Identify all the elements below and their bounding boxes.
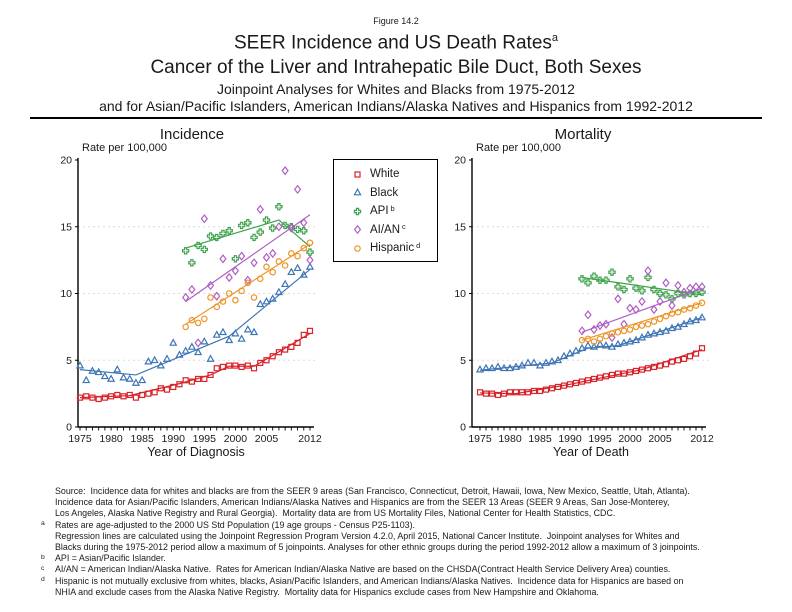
- legend-superscript: b: [390, 203, 395, 213]
- incidence-x-axis-label: Year of Diagnosis: [147, 445, 245, 459]
- legend-item-aian: AI/AN c: [351, 221, 437, 240]
- legend-superscript: d: [416, 240, 421, 250]
- triangle-marker-icon: [353, 188, 362, 196]
- main-title: SEER Incidence and US Death Ratesa: [0, 32, 792, 54]
- footnote-text: API = Asian/Pacific Islander.: [55, 553, 166, 564]
- svg-text:1985: 1985: [528, 433, 552, 445]
- footnote-marker: [38, 531, 55, 542]
- plus-marker-icon: [353, 207, 362, 215]
- header-divider: [30, 117, 762, 119]
- svg-text:1975: 1975: [68, 433, 92, 445]
- mortality-chart: 0 5 10 15 20 1975 1980 1985 1990 1995 2000 2005 2012: [454, 155, 714, 446]
- svg-text:20: 20: [454, 155, 466, 167]
- legend-item-black: Black: [351, 184, 437, 203]
- svg-text:2000: 2000: [618, 433, 642, 445]
- legend-label: Hispanic: [370, 242, 415, 255]
- main-title-superscript: a: [551, 32, 559, 44]
- legend-item-hispanic: Hispanic d: [351, 239, 437, 258]
- footnote-marker: b: [41, 553, 45, 561]
- mortality-panel-title: Mortality: [554, 126, 612, 143]
- footnote-text: Blacks during the 1975-2012 period allow…: [55, 542, 700, 553]
- incidence-panel-title: Incidence: [159, 126, 225, 143]
- main-title-text: SEER Incidence and US Death Rates: [233, 32, 552, 54]
- footnote-line: c AI/AN = American Indian/Alaska Native. …: [38, 564, 778, 575]
- square-marker-icon: [354, 171, 361, 178]
- footnote-line: Los Angeles, Alaska Native Registry and …: [38, 508, 778, 519]
- svg-text:1985: 1985: [130, 433, 154, 445]
- footnote-marker: c: [41, 564, 45, 572]
- footnotes: Source: Incidence data for whites and bl…: [38, 486, 778, 598]
- footnote-line: b API = Asian/Pacific Islander.: [38, 553, 778, 564]
- legend-label: AI/AN: [370, 223, 401, 236]
- subtitle-cancer-site: Cancer of the Liver and Intrahepatic Bil…: [150, 57, 642, 78]
- incidence-chart: 0 5 10 15 20 1975 1980 1985 1990 1995 2000 2005 2012: [60, 155, 322, 446]
- svg-text:1990: 1990: [558, 433, 582, 445]
- footnote-marker: [38, 486, 55, 497]
- footnote-line: Incidence data for Asian/Pacific Islande…: [38, 497, 778, 508]
- svg-text:10: 10: [454, 288, 466, 300]
- footnote-marker: [38, 542, 55, 553]
- footnote-text: Hispanic is not mutually exclusive from …: [55, 575, 684, 586]
- svg-text:1980: 1980: [99, 433, 123, 445]
- svg-text:0: 0: [460, 422, 466, 434]
- footnote-line: Source: Incidence data for whites and bl…: [38, 486, 778, 497]
- legend-item-white: White: [351, 165, 437, 184]
- circle-marker-icon: [354, 244, 361, 252]
- footnote-marker: [38, 497, 55, 508]
- footnote-marker: d: [41, 576, 45, 584]
- svg-text:1995: 1995: [193, 433, 217, 445]
- footnote-line: NHIA and exclude cases from the Alaska N…: [38, 587, 778, 598]
- footnote-text: Regression lines are calculated using th…: [55, 530, 680, 541]
- mortality-y-axis-label: Rate per 100,000: [476, 142, 562, 154]
- svg-text:2005: 2005: [648, 433, 672, 445]
- footnote-text: Incidence data for Asian/Pacific Islande…: [55, 497, 670, 508]
- diamond-marker-icon: [353, 225, 362, 235]
- svg-text:20: 20: [60, 155, 72, 167]
- svg-text:5: 5: [66, 355, 72, 367]
- subtitle-joinpoint-whites-blacks: Joinpoint Analyses for Whites and Blacks…: [217, 81, 575, 97]
- figure-label: Figure 14.2: [373, 16, 419, 26]
- legend-superscript: c: [402, 222, 406, 232]
- subtitle-joinpoint-other-groups: and for Asian/Pacific Islanders, America…: [99, 98, 693, 114]
- legend-item-api: API b: [351, 202, 437, 221]
- svg-text:2012: 2012: [690, 433, 714, 445]
- svg-text:0: 0: [66, 422, 72, 434]
- footnote-marker: [38, 587, 55, 598]
- footnote-text: NHIA and exclude cases from the Alaska N…: [55, 586, 599, 597]
- legend-label: Black: [370, 186, 399, 199]
- legend-label: API: [370, 205, 389, 218]
- svg-text:1975: 1975: [468, 433, 492, 445]
- incidence-y-axis-label: Rate per 100,000: [82, 142, 168, 154]
- svg-text:2012: 2012: [298, 433, 322, 445]
- footnote-text: Source: Incidence data for whites and bl…: [55, 486, 690, 496]
- footnote-text: Los Angeles, Alaska Native Registry and …: [55, 508, 616, 519]
- svg-text:1990: 1990: [162, 433, 186, 445]
- footnote-line: Regression lines are calculated using th…: [38, 531, 778, 542]
- svg-text:10: 10: [60, 288, 72, 300]
- footnote-text: Rates are age-adjusted to the 2000 US St…: [55, 519, 415, 530]
- svg-text:1995: 1995: [588, 433, 612, 445]
- footnote-text: AI/AN = American Indian/Alaska Native. R…: [55, 564, 671, 575]
- footnote-marker: a: [41, 520, 45, 528]
- mortality-x-axis-label: Year of Death: [553, 445, 629, 459]
- legend: White Black API b AI/AN c Hispanic d: [333, 159, 438, 262]
- footnote-line: Blacks during the 1975-2012 period allow…: [38, 542, 778, 553]
- svg-text:15: 15: [60, 221, 72, 233]
- svg-text:5: 5: [460, 355, 466, 367]
- footnote-marker: [38, 508, 55, 519]
- footnote-line: a Rates are age-adjusted to the 2000 US S…: [38, 520, 778, 531]
- footnote-line: d Hispanic is not mutually exclusive from…: [38, 576, 778, 587]
- legend-label: White: [370, 168, 400, 181]
- svg-text:15: 15: [454, 221, 466, 233]
- svg-text:1980: 1980: [498, 433, 522, 445]
- svg-text:2000: 2000: [224, 433, 248, 445]
- svg-text:2005: 2005: [255, 433, 279, 445]
